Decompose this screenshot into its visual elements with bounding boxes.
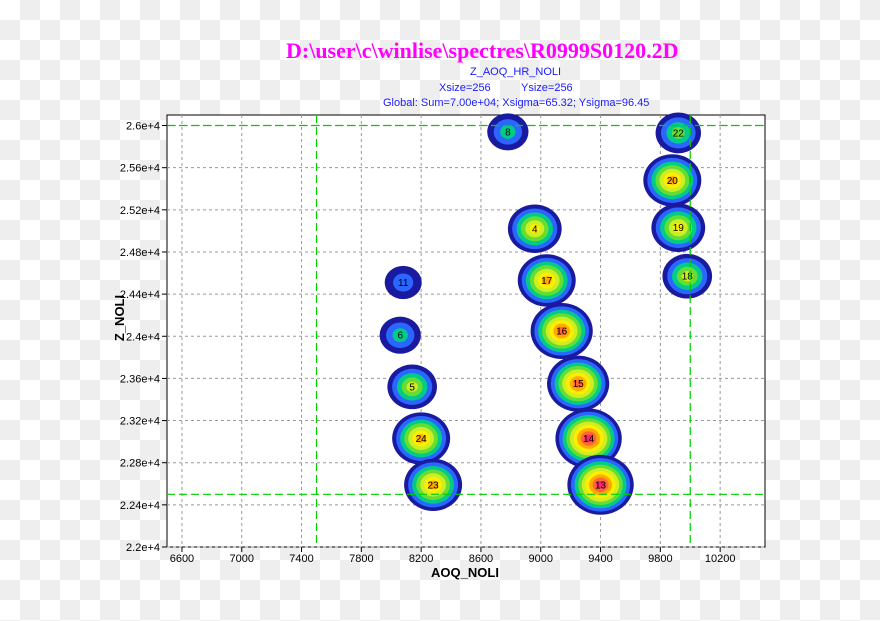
cut-lines bbox=[167, 115, 765, 547]
peak-label: 15 bbox=[573, 379, 585, 390]
y-tick-label: 2.44e+4 bbox=[120, 289, 160, 301]
x-tick-label: 8200 bbox=[409, 553, 433, 565]
global-stats: Global: Sum=7.00e+04; Xsigma=65.32; Ysig… bbox=[383, 97, 650, 109]
y-tick-label: 2.2e+4 bbox=[126, 542, 160, 554]
peak-20[interactable]: 20 bbox=[643, 154, 702, 207]
peak-label: 5 bbox=[409, 382, 415, 393]
peak-label: 20 bbox=[667, 176, 679, 187]
peak-label: 17 bbox=[541, 276, 553, 287]
peak-contour bbox=[406, 381, 418, 392]
peak-contour bbox=[393, 273, 414, 292]
peak-contour bbox=[416, 434, 426, 443]
x-tick-label: 9800 bbox=[648, 553, 672, 565]
y-tick-label: 2.24e+4 bbox=[120, 500, 160, 512]
peak-contour bbox=[557, 326, 567, 336]
peak-17[interactable]: 17 bbox=[517, 254, 576, 307]
peak-contour bbox=[671, 127, 685, 139]
peak-label: 4 bbox=[532, 224, 538, 235]
peak-contour bbox=[667, 175, 678, 185]
peak-contour bbox=[596, 480, 605, 489]
y-tick-label: 2.32e+4 bbox=[120, 416, 160, 428]
peak-22[interactable]: 22 bbox=[655, 112, 702, 154]
peak-contour bbox=[428, 480, 438, 490]
x-tick-label: 10200 bbox=[705, 553, 736, 565]
peak-label: 16 bbox=[556, 327, 568, 338]
peak-24[interactable]: 24 bbox=[392, 412, 451, 465]
peak-15[interactable]: 15 bbox=[547, 355, 610, 412]
peak-contour bbox=[541, 276, 552, 285]
x-tick-label: 8600 bbox=[469, 553, 493, 565]
y-tick-label: 2.4e+4 bbox=[126, 331, 160, 343]
peak-label: 24 bbox=[416, 434, 428, 445]
peak-5[interactable]: 5 bbox=[387, 364, 437, 410]
x-tick-label: 6600 bbox=[170, 553, 194, 565]
peak-14[interactable]: 14 bbox=[555, 408, 622, 469]
y-axis-title: Z_NOLI bbox=[112, 295, 127, 341]
y-tick-label: 2.48e+4 bbox=[120, 247, 160, 259]
x-axis-title: AOQ_NOLI bbox=[431, 565, 499, 580]
peak-label: 22 bbox=[673, 128, 685, 139]
peak-label: 18 bbox=[682, 272, 694, 283]
x-tick-label: 7400 bbox=[289, 553, 313, 565]
x-tick-label: 7800 bbox=[349, 553, 373, 565]
peak-4[interactable]: 4 bbox=[507, 204, 562, 254]
peak-19[interactable]: 19 bbox=[651, 203, 706, 252]
axis-ticks: 6600 7000 7400 7800 8200 8600 9000 9400 9800 1020… bbox=[120, 121, 736, 565]
y-tick-label: 2.52e+4 bbox=[120, 205, 160, 217]
peak-contour bbox=[392, 328, 408, 343]
peak-label: 19 bbox=[673, 223, 685, 234]
peak-label: 6 bbox=[397, 331, 403, 342]
peak-label: 11 bbox=[398, 278, 409, 289]
peaks-layer: 8 22 20 19 18 4 17 16 15 14 13 11 6 5 24 23 bbox=[379, 112, 713, 515]
x-tick-label: 9400 bbox=[588, 553, 612, 565]
peak-label: 13 bbox=[595, 480, 607, 491]
peak-11[interactable]: 11 bbox=[384, 265, 422, 300]
peak-contour bbox=[584, 434, 593, 443]
peak-contour bbox=[500, 124, 516, 139]
peak-18[interactable]: 18 bbox=[662, 253, 713, 299]
x-tick-label: 7000 bbox=[230, 553, 254, 565]
y-tick-label: 2.28e+4 bbox=[120, 458, 160, 470]
peak-6[interactable]: 6 bbox=[379, 316, 421, 354]
peak-label: 14 bbox=[583, 434, 595, 445]
ysize-text: Ysize=256 bbox=[521, 82, 573, 94]
peak-contour bbox=[573, 379, 583, 388]
y-tick-label: 2.56e+4 bbox=[120, 163, 160, 175]
peak-label: 23 bbox=[428, 480, 440, 491]
xsize-text: Xsize=256 bbox=[439, 82, 491, 94]
peak-16[interactable]: 16 bbox=[530, 302, 593, 360]
peak-contour bbox=[673, 223, 684, 233]
page-title: D:\user\c\winlise\spectres\R0999S0120.2D bbox=[286, 38, 679, 63]
peak-8[interactable]: 8 bbox=[487, 113, 529, 151]
peak-23[interactable]: 23 bbox=[404, 458, 463, 511]
histogram-name: Z_AOQ_HR_NOLI bbox=[470, 66, 562, 78]
peak-13[interactable]: 13 bbox=[567, 454, 634, 515]
y-tick-label: 2.36e+4 bbox=[120, 373, 160, 385]
y-tick-label: 2.6e+4 bbox=[126, 121, 160, 133]
x-tick-label: 9000 bbox=[529, 553, 553, 565]
peak-label: 8 bbox=[505, 127, 511, 138]
peak-contour bbox=[529, 224, 540, 234]
